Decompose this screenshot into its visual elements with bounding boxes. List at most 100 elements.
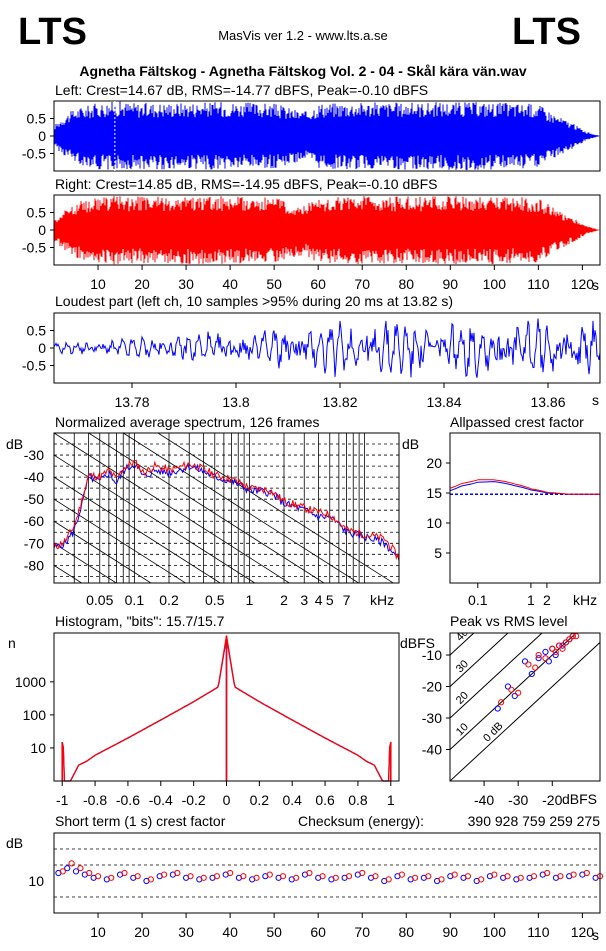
slope-line [54, 542, 118, 583]
crest-st-right-point [425, 873, 432, 880]
crest-st-left-point [72, 868, 80, 875]
peak-rms-left-point [521, 658, 529, 665]
peak-rms-right-point [532, 664, 539, 671]
app-version: MasVis ver 1.2 - www.lts.a.se [218, 28, 388, 43]
crest-st-right-point [491, 871, 498, 878]
xtick-label: 110 [527, 276, 550, 292]
xtick-label: 0.1 [125, 592, 145, 608]
histogram-title: Histogram, "bits": 15.7/15.7 [55, 613, 225, 629]
xtick-label: 10 [90, 924, 106, 940]
left-waveform-title: Left: Crest=14.67 dB, RMS=-14.77 dBFS, P… [55, 82, 428, 98]
xtick-label: 0.2 [159, 592, 179, 608]
xtick-label: 30 [178, 924, 194, 940]
checksum-value: 390 928 759 259 275 [468, 813, 601, 829]
xtick-label: 0 [223, 792, 231, 808]
right-waveform-trace [53, 196, 600, 265]
peak-rms-right-point [549, 645, 556, 652]
xtick-label: 40 [222, 276, 238, 292]
xtick-label: 7 [343, 592, 351, 608]
ytick-label: 10 [30, 740, 46, 756]
peak-rms-frame [449, 632, 601, 782]
xtick-label: 90 [443, 276, 459, 292]
peak-rms-right-point [542, 655, 549, 662]
xtick-label: 120 [571, 276, 595, 292]
crest-st-right-point [372, 873, 379, 880]
xtick-label: 2 [543, 592, 551, 608]
crest-st-right-point [134, 873, 141, 880]
allpassed-ylabel: dB [402, 436, 419, 452]
peak-rms-left-point [504, 683, 512, 690]
crest-st-right-point [108, 874, 115, 881]
ytick-label: -10 [422, 647, 442, 663]
xtick-label: 40 [222, 924, 238, 940]
crest-st-right-point [385, 876, 392, 883]
xtick-label: 100 [483, 276, 507, 292]
crest-st-right-point [517, 874, 524, 881]
xtick-label: 1 [527, 592, 535, 608]
xtick-label: 20 [134, 276, 150, 292]
crest-st-right-point [59, 868, 66, 875]
xtick-label: 0.05 [86, 592, 113, 608]
peak-rms-right-point [535, 651, 542, 659]
crest-st-right-point [77, 865, 84, 872]
peak-rms-right-point [498, 699, 505, 706]
spectrum-title: Normalized average spectrum, 126 frames [55, 414, 320, 430]
slope-line [54, 520, 152, 583]
loudest-part-title: Loudest part (left ch, 10 samples >95% d… [55, 293, 453, 309]
crest-st-right-point [544, 869, 551, 877]
histogram-ylabel: n [8, 635, 16, 651]
xtick-label: 0.6 [315, 792, 335, 808]
crest-st-right-point [94, 873, 102, 880]
slope-line [54, 498, 187, 583]
peak-rms-right-point [559, 645, 566, 652]
ytick-label: 0.5 [27, 111, 47, 127]
crest-st-right-point [147, 876, 154, 883]
logo-right: LTS [512, 11, 581, 53]
crest-st-right-point [306, 869, 313, 877]
crest-st-right-point [121, 869, 128, 877]
allpassed-unit: kHz [573, 592, 597, 608]
spectrum-unit: kHz [370, 592, 394, 608]
crest-st-right-point [319, 873, 326, 880]
peak-rms-left-point [559, 642, 566, 649]
crest-st-right-point [213, 873, 221, 880]
xtick-label: 1 [245, 592, 253, 608]
xtick-label: 60 [310, 924, 326, 940]
ytick-label: -80 [24, 557, 44, 573]
crest-st-right-point [279, 873, 287, 880]
peak-rms-xlabel: dBFS [562, 791, 597, 807]
crest-st-right-point [583, 869, 590, 877]
crest-st-right-point [68, 860, 75, 867]
xtick-label: 30 [178, 276, 194, 292]
peak-rms-right-point [525, 661, 532, 668]
allpassed-left-line [449, 481, 600, 495]
xtick-label: -30 [508, 792, 528, 808]
file-title: Agnetha Fältskog - Agnetha Fältskog Vol.… [79, 63, 527, 79]
ytick-label: -30 [24, 447, 44, 463]
crest-st-frame [53, 832, 601, 914]
crest-st-unit: s [592, 927, 599, 943]
xtick-label: 120 [571, 924, 595, 940]
xtick-label: -20 [542, 792, 562, 808]
xtick-label: 13.82 [322, 394, 357, 410]
spectrum-left-line [54, 462, 399, 561]
xtick-label: 2 [280, 592, 288, 608]
crest-st-right-point [187, 873, 194, 880]
crest-st-right-point [240, 873, 247, 880]
peak-rms-left-point [552, 651, 559, 659]
crest-st-right-point [293, 874, 300, 881]
xtick-label: 0.1 [468, 592, 488, 608]
right-waveform-unit: s [592, 277, 599, 293]
ytick-label: -20 [422, 679, 442, 695]
ytick-label: -0.5 [22, 240, 46, 256]
peak-rms-right-point [555, 642, 563, 649]
crest-st-right-point [174, 869, 181, 877]
allpassed-right-line [449, 479, 600, 495]
loudest-part-unit: s [592, 392, 599, 408]
crest-st-right-point [504, 873, 511, 880]
peak-rms-right-point [508, 686, 515, 693]
ytick-label: 10 [426, 515, 442, 531]
loudest-part-trace [53, 318, 601, 378]
